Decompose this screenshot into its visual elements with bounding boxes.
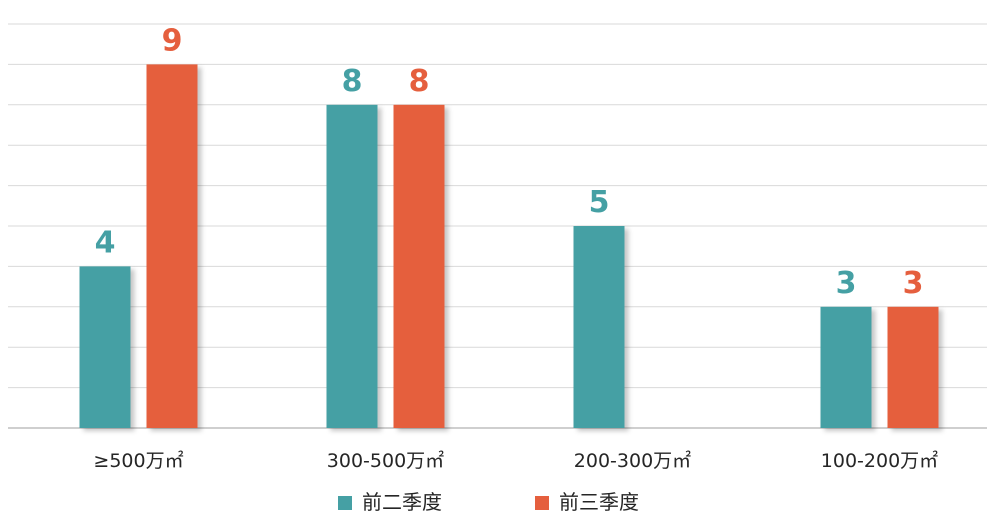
data-label-2-2: 8	[409, 64, 430, 99]
legend-label-2: 前三季度	[559, 490, 639, 514]
data-label-1-1: 4	[95, 225, 116, 260]
bar-2-2	[393, 104, 445, 429]
x-tick-label-2: 300-500万㎡	[327, 449, 444, 472]
data-label-1-4: 3	[836, 266, 857, 301]
data-label-1-2: 8	[342, 64, 363, 99]
bar-1-2	[326, 104, 378, 429]
bar-1-3	[573, 226, 625, 428]
bar-2-1	[146, 64, 198, 429]
data-label-2-4: 3	[903, 266, 924, 301]
data-label-1-3: 5	[589, 185, 610, 220]
legend: 前二季度 前三季度	[338, 490, 639, 514]
bars	[79, 64, 939, 429]
legend-label-1: 前二季度	[362, 490, 442, 514]
bar-2-4	[887, 306, 939, 428]
data-labels: 4 9 8 8 5 3 3	[95, 23, 924, 300]
x-axis-tick-labels: ≥500万㎡ 300-500万㎡ 200-300万㎡ 100-200万㎡	[93, 449, 938, 472]
x-tick-label-1: ≥500万㎡	[93, 449, 183, 472]
bar-1-1	[79, 266, 131, 428]
bar-1-4	[820, 306, 872, 428]
legend-swatch-2	[535, 496, 549, 510]
data-label-2-1: 9	[162, 23, 183, 58]
legend-swatch-1	[338, 496, 352, 510]
x-tick-label-3: 200-300万㎡	[574, 449, 691, 472]
x-tick-label-4: 100-200万㎡	[821, 449, 938, 472]
